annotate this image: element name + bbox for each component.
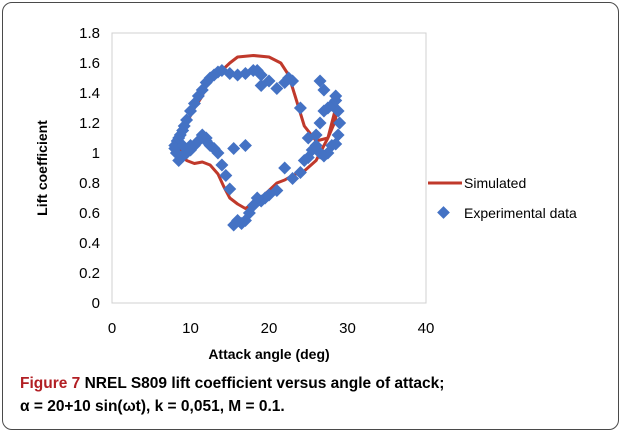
caption-line2: α = 20+10 sin(ωt), k = 0,051, M = 0.1. xyxy=(20,398,285,415)
experimental-point xyxy=(219,169,233,182)
y-tick-label: 1.8 xyxy=(79,25,100,42)
legend-experimental-label: Experimental data xyxy=(464,205,577,221)
x-tick-label: 20 xyxy=(261,320,278,337)
experimental-point xyxy=(333,116,347,130)
y-axis-ticks: 0 0.2 0.4 0.6 0.8 1 1.2 1.4 1.6 1.8 xyxy=(79,25,100,312)
experimental-series xyxy=(168,64,347,232)
x-axis-title: Attack angle (deg) xyxy=(208,346,329,362)
caption-line1: NREL S809 lift coefficient versus angle … xyxy=(84,375,445,392)
experimental-point xyxy=(215,158,229,172)
experimental-point xyxy=(227,142,241,155)
experimental-point xyxy=(199,134,213,148)
legend: Simulated Experimental data xyxy=(428,175,577,221)
y-axis-title: Lift coefficient xyxy=(34,120,50,216)
experimental-point xyxy=(317,83,331,97)
experimental-point xyxy=(184,139,197,152)
experimental-point xyxy=(223,182,237,196)
experimental-point xyxy=(238,139,252,152)
experimental-point xyxy=(329,89,343,103)
experimental-point xyxy=(282,71,296,85)
x-tick-label: 30 xyxy=(339,320,356,337)
y-tick-label: 0.6 xyxy=(79,205,100,222)
experimental-point xyxy=(297,154,311,167)
experimental-point xyxy=(331,104,345,118)
y-tick-label: 0.4 xyxy=(79,235,100,252)
experimental-point xyxy=(331,128,345,142)
experimental-point xyxy=(293,101,307,115)
experimental-point xyxy=(278,161,292,175)
y-tick-label: 1.4 xyxy=(79,85,100,102)
experimental-point xyxy=(293,166,307,179)
experimental-point xyxy=(176,139,190,152)
legend-simulated-label: Simulated xyxy=(464,175,526,191)
x-tick-label: 40 xyxy=(418,320,435,337)
x-tick-label: 0 xyxy=(108,320,116,337)
legend-experimental-swatch xyxy=(437,206,450,219)
experimental-point xyxy=(313,116,327,130)
y-tick-label: 0 xyxy=(92,295,100,312)
y-tick-label: 0.8 xyxy=(79,175,100,192)
experimental-point xyxy=(254,68,268,82)
x-tick-label: 10 xyxy=(182,320,199,337)
experimental-point xyxy=(270,82,284,95)
y-tick-label: 0.2 xyxy=(79,265,100,282)
experimental-point xyxy=(309,128,323,142)
y-tick-label: 1.6 xyxy=(79,55,100,72)
figure-caption: Figure 7 NREL S809 lift coefficient vers… xyxy=(20,372,600,418)
experimental-point xyxy=(286,172,300,185)
experimental-point xyxy=(254,79,268,92)
experimental-point xyxy=(227,218,241,232)
x-axis-ticks: 0 10 20 30 40 xyxy=(108,320,435,337)
y-tick-label: 1 xyxy=(92,145,100,162)
chart: 0 0.2 0.4 0.6 0.8 1 1.2 1.4 1.6 1.8 0 10 20 30 40 Att… xyxy=(34,25,577,362)
figure-label: Figure 7 xyxy=(20,375,81,392)
y-tick-label: 1.2 xyxy=(79,115,100,132)
plot-area xyxy=(111,32,427,304)
